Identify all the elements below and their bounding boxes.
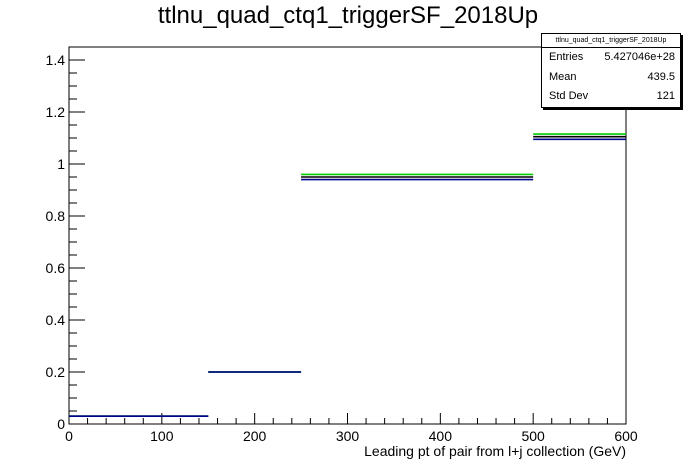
axes: 0 100 200 300 400 500 600 0 0.2 0.4 0.6 0.8 1 1.2 1.4 — [46, 46, 638, 444]
y-tick-label: 0.8 — [46, 208, 66, 224]
y-tick-label: 0.2 — [46, 364, 66, 380]
stats-label: Std Dev — [549, 90, 589, 102]
y-tick-label: 0 — [57, 416, 65, 432]
stats-box: ttlnu_quad_ctq1_triggerSF_2018Up Entries… — [541, 33, 681, 108]
x-tick-label: 400 — [429, 428, 453, 444]
stats-row-mean: Mean 439.5 — [542, 68, 680, 88]
y-tick-label: 0.4 — [46, 312, 66, 328]
stats-label: Mean — [549, 70, 577, 83]
stats-row-entries: Entries 5.427046e+28 — [542, 48, 680, 68]
stats-box-name: ttlnu_quad_ctq1_triggerSF_2018Up — [542, 34, 680, 48]
stats-label: Entries — [549, 51, 584, 63]
stats-value: 5.427046e+28 — [604, 51, 675, 63]
y-tick-label: 1 — [57, 156, 65, 172]
x-tick-label: 300 — [336, 428, 360, 444]
x-tick-label: 500 — [521, 428, 545, 444]
series-layer — [69, 133, 626, 418]
x-tick-label: 200 — [243, 428, 267, 444]
stats-row-stddev: Std Dev 121 — [542, 87, 680, 107]
chart-title: ttlnu_quad_ctq1_triggerSF_2018Up — [157, 2, 539, 29]
y-tick-label: 0.6 — [46, 260, 66, 276]
y-tick-label: 1.2 — [46, 104, 66, 120]
x-tick-label: 100 — [150, 428, 174, 444]
x-tick-label: 600 — [614, 428, 638, 444]
stats-value: 121 — [656, 90, 675, 102]
stats-value: 439.5 — [647, 70, 675, 83]
y-tick-label: 1.4 — [46, 52, 66, 68]
x-tick-label: 0 — [65, 428, 73, 444]
x-axis-label: Leading pt of pair from l+j collection (… — [364, 443, 626, 459]
